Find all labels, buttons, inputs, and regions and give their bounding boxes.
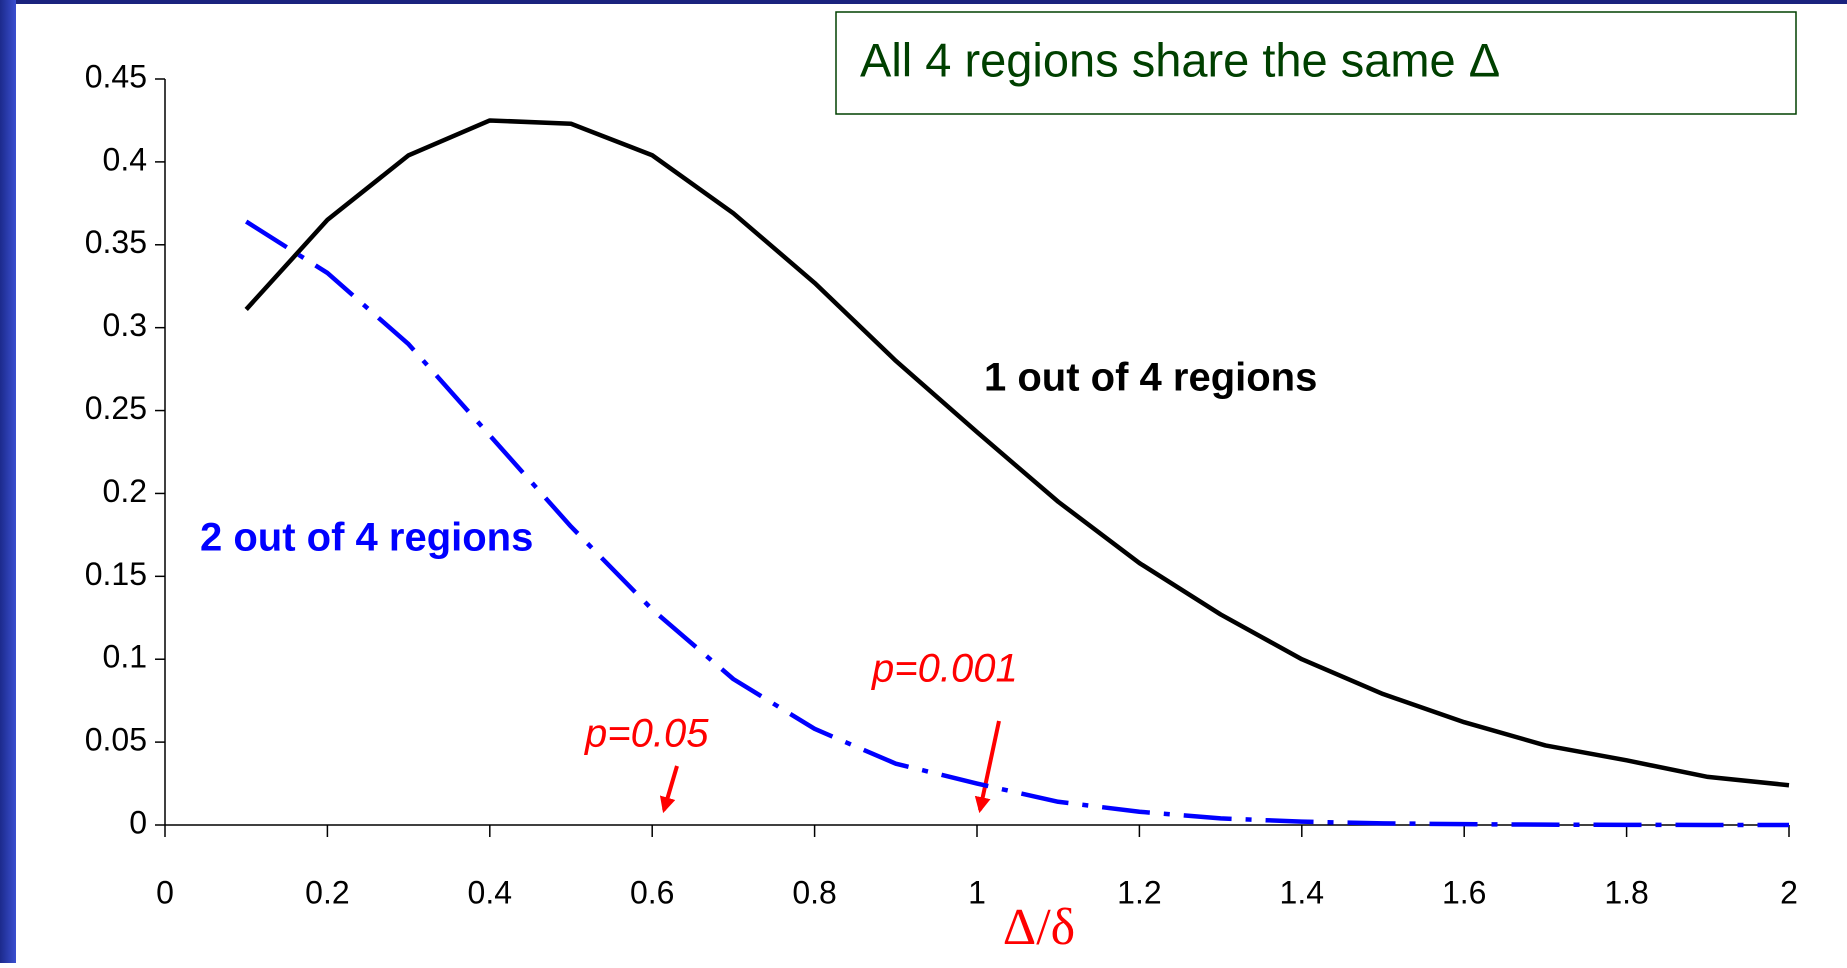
- x-tick-label: 1.2: [1117, 874, 1161, 910]
- arrow: [659, 765, 679, 814]
- x-tick-label: 1: [968, 874, 986, 910]
- y-tick-label: 0.25: [85, 390, 147, 426]
- y-tick-label: 0.3: [103, 307, 147, 343]
- x-tick-label: 1.6: [1442, 874, 1486, 910]
- y-tick-label: 0.1: [103, 639, 147, 675]
- y-tick-label: 0.35: [85, 224, 147, 260]
- x-tick-label: 1.8: [1604, 874, 1648, 910]
- data-line: [244, 118, 1790, 788]
- series-label: 2 out of 4 regions: [200, 516, 533, 560]
- note-box: [835, 11, 1797, 115]
- x-tick-label: 0.4: [468, 874, 512, 910]
- y-tick-label: 0.05: [85, 722, 147, 758]
- p-annotation: p=0.05: [584, 712, 709, 756]
- x-axis-label: Δ/δ: [1003, 899, 1075, 956]
- y-tick-label: 0.45: [85, 58, 147, 94]
- data-line: [244, 219, 1789, 828]
- y-tick-label: 0.4: [103, 141, 147, 177]
- y-tick-label: 0.2: [103, 473, 147, 509]
- arrow: [974, 720, 1001, 814]
- x-tick-label: 0.2: [305, 874, 349, 910]
- x-tick-label: 2: [1780, 874, 1798, 910]
- top-strip: [0, 0, 1847, 4]
- x-tick-label: 1.4: [1280, 874, 1324, 910]
- series-label: 1 out of 4 regions: [984, 356, 1317, 400]
- y-tick-label: 0: [129, 804, 147, 840]
- x-tick-label: 0: [156, 874, 174, 910]
- x-tick-label: 0.6: [630, 874, 674, 910]
- side-strip: [0, 0, 16, 963]
- p-annotation: p=0.001: [871, 647, 1018, 691]
- x-tick-label: 0.8: [792, 874, 836, 910]
- note-text: All 4 regions share the same Δ: [860, 33, 1500, 86]
- y-tick-label: 0.15: [85, 556, 147, 592]
